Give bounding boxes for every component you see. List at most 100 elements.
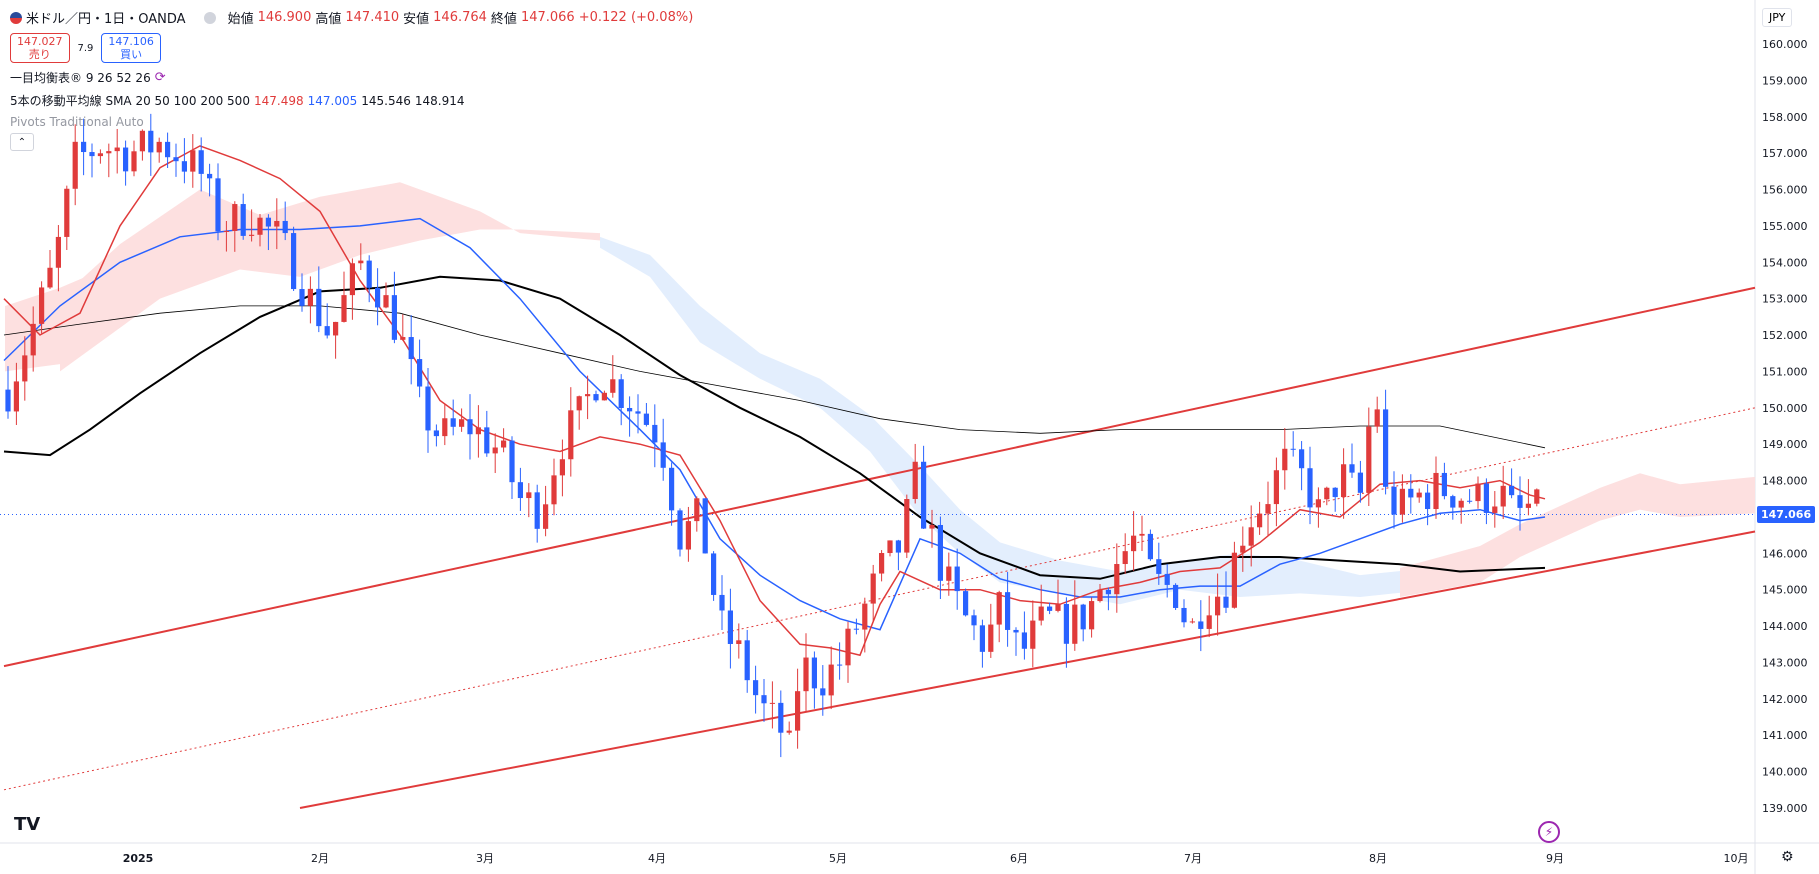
- candle-body: [979, 625, 985, 652]
- sma50-line: [3, 217, 1546, 631]
- symbol-title[interactable]: 米ドル／円・1日・OANDA: [26, 12, 186, 27]
- candle-body: [475, 427, 481, 435]
- candle-body: [1290, 448, 1296, 450]
- sell-price: 147.027: [17, 35, 63, 48]
- candle-body: [39, 287, 45, 324]
- candle-body: [727, 610, 733, 644]
- candle-body: [610, 379, 616, 393]
- price-tick-label: 148.000: [1762, 475, 1808, 488]
- candle-body: [1315, 499, 1321, 508]
- sma50-value: 147.005: [307, 93, 358, 108]
- candle-body: [1164, 573, 1170, 585]
- sma100-value: 145.546: [361, 93, 411, 108]
- ohlc-high: 147.410: [345, 10, 400, 25]
- candle-body: [996, 592, 1002, 625]
- sma-long-line: [3, 305, 1546, 449]
- candle-body: [677, 510, 683, 550]
- ichimoku-legend[interactable]: 一目均衡表® 9 26 52 26: [10, 71, 151, 85]
- candle-body: [761, 695, 767, 704]
- candle-body: [1038, 606, 1044, 621]
- settings-dot-icon[interactable]: [203, 11, 216, 24]
- candle-body: [828, 664, 834, 696]
- candle-body: [265, 217, 271, 227]
- collapse-chevron-icon[interactable]: ⌃: [10, 133, 34, 151]
- sma200-value: 148.914: [414, 93, 465, 108]
- candle-body: [526, 492, 532, 499]
- candle-body: [1089, 601, 1095, 630]
- candle-body: [1030, 620, 1036, 649]
- candle-body: [1021, 632, 1027, 649]
- candle-body: [139, 130, 145, 152]
- candle-body: [1517, 495, 1523, 508]
- candle-body: [543, 504, 549, 529]
- usd-flag-icon: [10, 11, 22, 24]
- sell-button[interactable]: 147.027 売り: [10, 33, 70, 63]
- channel-upper-line: [3, 286, 1756, 668]
- candle-body: [198, 150, 204, 174]
- candle-body: [601, 392, 607, 401]
- candle-body: [568, 410, 574, 460]
- candle-body: [366, 260, 372, 288]
- candle-body: [81, 141, 87, 153]
- candle-body: [904, 499, 910, 553]
- candle-body: [417, 359, 423, 387]
- buy-button[interactable]: 147.106 買い: [101, 33, 161, 63]
- candle-body: [879, 553, 885, 574]
- candle-body: [1433, 472, 1439, 510]
- price-tick-label: 150.000: [1762, 402, 1808, 415]
- candle-body: [400, 337, 406, 340]
- candle-body: [1399, 488, 1405, 515]
- candle-body: [467, 419, 473, 435]
- candle-body: [1240, 545, 1246, 553]
- candle-body: [316, 288, 322, 327]
- candle-body: [736, 640, 742, 644]
- time-tick-label: 2025: [123, 852, 154, 865]
- candle-body: [702, 498, 708, 554]
- lightning-icon[interactable]: ⚡: [1538, 821, 1560, 843]
- settings-gear-icon[interactable]: ⚙: [1781, 849, 1794, 865]
- candle-body: [694, 498, 700, 522]
- candle-body: [1534, 489, 1540, 504]
- candle-body: [1080, 604, 1086, 630]
- currency-selector[interactable]: JPY: [1762, 8, 1793, 27]
- candle-body: [257, 217, 263, 235]
- candle-body: [1525, 503, 1531, 508]
- sma-legend[interactable]: 5本の移動平均線 SMA 20 50 100 200 500: [10, 94, 250, 108]
- refresh-icon[interactable]: ⟳: [154, 70, 166, 85]
- candle-body: [1248, 527, 1254, 546]
- time-tick-label: 9月: [1546, 852, 1564, 865]
- candle-body: [114, 147, 120, 152]
- candle-body: [181, 161, 187, 172]
- candle-body: [929, 524, 935, 529]
- candle-body: [887, 540, 893, 554]
- candle-body: [711, 553, 717, 595]
- pivots-legend[interactable]: Pivots Traditional Auto: [10, 115, 144, 129]
- candle-body: [1257, 513, 1263, 528]
- price-tick-label: 158.000: [1762, 111, 1808, 124]
- candle-body: [862, 603, 868, 630]
- candle-body: [963, 591, 969, 616]
- candle-body: [778, 702, 784, 733]
- candle-body: [652, 424, 658, 443]
- price-tick-label: 143.000: [1762, 656, 1808, 669]
- candle-body: [971, 615, 977, 626]
- price-tick-label: 141.000: [1762, 729, 1808, 742]
- candle-body: [660, 442, 666, 468]
- ohlc-low-label: 安値: [403, 12, 430, 27]
- candle-body: [1374, 409, 1380, 427]
- candle-body: [669, 467, 675, 511]
- candle-body: [744, 640, 750, 681]
- price-tick-label: 153.000: [1762, 293, 1808, 306]
- candle-body: [1215, 596, 1221, 616]
- price-tick-label: 142.000: [1762, 693, 1808, 706]
- ichimoku-cloud-bull: [600, 236, 1430, 605]
- candle-body: [383, 295, 389, 308]
- candle-body: [1425, 492, 1431, 510]
- candle-body: [47, 267, 53, 288]
- candle-body: [753, 680, 759, 696]
- candle-body: [333, 321, 339, 336]
- candle-body: [55, 236, 61, 268]
- tradingview-logo-icon[interactable]: 𝗧𝗩: [14, 814, 41, 835]
- candle-body: [5, 389, 11, 412]
